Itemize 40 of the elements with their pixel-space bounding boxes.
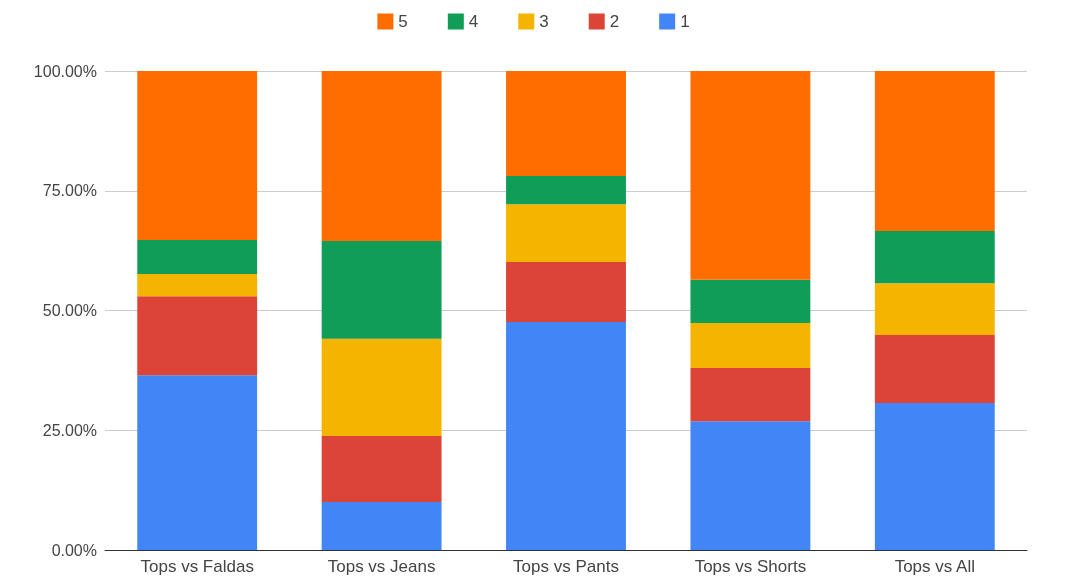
bar <box>321 71 442 242</box>
bar <box>874 402 995 550</box>
y-tick-label: 100.00% <box>33 62 97 80</box>
x-tick-label: Tops vs Faldas <box>140 557 254 576</box>
bar <box>690 421 811 550</box>
legend-label: 2 <box>609 12 620 31</box>
bar <box>506 262 626 322</box>
bar <box>137 240 258 275</box>
bar <box>321 338 442 436</box>
bar <box>506 175 626 205</box>
bar <box>690 279 811 323</box>
y-tick-label: 0.00% <box>51 541 97 559</box>
bar <box>506 71 626 176</box>
y-tick-label: 25.00% <box>42 421 97 439</box>
y-tick-label: 75.00% <box>42 182 97 200</box>
bar <box>321 241 442 339</box>
bar <box>321 502 442 550</box>
bar <box>137 296 258 376</box>
bar <box>321 436 442 503</box>
x-tick-label: Tops vs Jeans <box>327 557 436 576</box>
bar <box>690 71 811 280</box>
legend-label: 3 <box>539 12 549 31</box>
bar <box>874 230 995 284</box>
x-tick-label: Tops vs Shorts <box>694 557 807 576</box>
legend-label: 5 <box>398 12 408 31</box>
x-tick-label: Tops vs Pants <box>513 557 619 576</box>
bar <box>137 71 258 241</box>
y-tick-label: 50.00% <box>42 302 97 319</box>
bar <box>690 367 811 422</box>
bar <box>137 274 258 297</box>
bar <box>874 71 995 231</box>
legend-label: 1 <box>680 12 690 31</box>
bar <box>506 204 626 263</box>
bar <box>137 375 258 550</box>
x-tick-label: Tops vs All <box>894 557 975 576</box>
bar <box>874 334 995 403</box>
legend-label: 4 <box>468 12 479 31</box>
bar <box>690 322 811 368</box>
bar <box>506 322 626 550</box>
bar <box>874 283 995 335</box>
